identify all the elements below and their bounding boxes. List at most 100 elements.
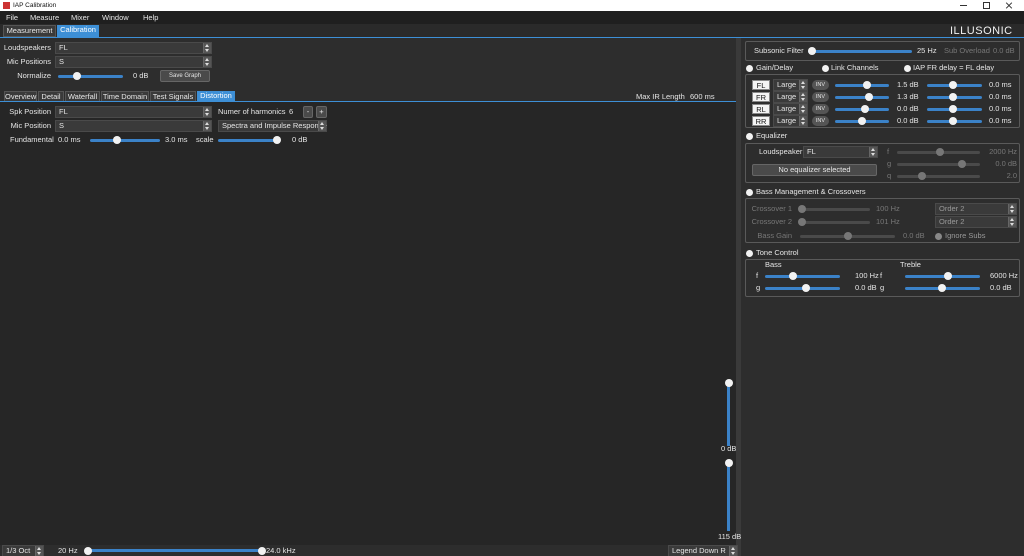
combo-arrow xyxy=(1008,217,1016,227)
combo-arrow xyxy=(203,42,211,53)
radio-button[interactable] xyxy=(746,249,753,257)
value: 25 Hz xyxy=(917,46,937,55)
combo-arrow xyxy=(318,121,326,131)
slider-knob[interactable] xyxy=(918,172,926,180)
slider-knob[interactable] xyxy=(798,218,806,226)
value: 0.0 dB xyxy=(855,283,877,292)
gain-slider[interactable] xyxy=(835,83,889,87)
scale-slider[interactable] xyxy=(218,138,280,142)
mic-position-select[interactable]: S xyxy=(55,56,212,68)
spk-position-select[interactable]: FL xyxy=(55,106,212,118)
mic-position-select[interactable]: S xyxy=(55,120,212,132)
arrow-up xyxy=(871,148,875,151)
radio-button[interactable] xyxy=(746,64,753,72)
slider-knob[interactable] xyxy=(863,81,871,89)
vertical-slider[interactable] xyxy=(727,382,730,446)
slider-knob[interactable] xyxy=(724,459,733,467)
slider-knob[interactable] xyxy=(789,272,797,280)
normalize-slider[interactable] xyxy=(58,74,123,78)
crossover-slider[interactable] xyxy=(800,220,870,224)
slider-knob[interactable] xyxy=(938,284,946,292)
vertical-slider[interactable] xyxy=(727,461,730,531)
invert-button[interactable]: INV xyxy=(812,92,829,102)
eq-slider[interactable] xyxy=(897,174,980,178)
arrow-down xyxy=(801,86,805,89)
slider-knob[interactable] xyxy=(936,148,944,156)
crossover-slider[interactable] xyxy=(800,207,870,211)
radio-button[interactable] xyxy=(904,64,911,72)
slider-knob[interactable] xyxy=(808,47,816,55)
invert-button[interactable]: INV xyxy=(812,116,829,126)
value: 0.0 ms xyxy=(989,80,1012,89)
combo-arrow xyxy=(203,57,211,67)
order-select[interactable]: Order 2 xyxy=(935,203,1017,215)
menu-item[interactable]: Mixer xyxy=(71,12,90,22)
combo-arrow xyxy=(799,104,807,114)
order-select[interactable]: Order 2 xyxy=(935,216,1017,228)
label: Sub Overload xyxy=(944,46,990,55)
radio-button[interactable] xyxy=(746,188,753,196)
slider-knob[interactable] xyxy=(949,117,957,125)
label: IAP FR delay = FL delay xyxy=(913,63,995,72)
menu-item[interactable]: Measure xyxy=(30,12,60,22)
value: 0 dB xyxy=(292,135,308,144)
slider-knob[interactable] xyxy=(84,546,92,555)
arrow-up xyxy=(205,122,209,125)
arrow-up xyxy=(1010,218,1014,221)
arrow-up xyxy=(801,93,805,96)
slider-knob[interactable] xyxy=(958,160,966,168)
tab-active[interactable]: Calibration xyxy=(57,25,99,37)
eq-slider[interactable] xyxy=(897,162,980,166)
tone-slider[interactable] xyxy=(765,274,840,278)
subtab-active[interactable]: Distortion xyxy=(197,91,235,102)
equalizer-button[interactable]: No equalizer selected xyxy=(752,164,877,176)
frequency-range-slider[interactable] xyxy=(86,549,262,552)
slider-knob[interactable] xyxy=(949,81,957,89)
legend-select[interactable]: Legend Down R xyxy=(668,544,738,556)
slider-knob[interactable] xyxy=(73,72,81,80)
tab[interactable]: Measurement xyxy=(3,25,56,37)
slider-knob[interactable] xyxy=(724,379,733,387)
bottom-bar xyxy=(0,545,736,556)
slider-knob[interactable] xyxy=(858,117,866,125)
invert-button[interactable]: INV xyxy=(812,104,829,114)
slider-knob[interactable] xyxy=(802,284,810,292)
slider-knob[interactable] xyxy=(113,136,121,144)
minus-button[interactable]: - xyxy=(303,106,313,118)
fundamental-slider[interactable] xyxy=(90,138,160,142)
menu-item[interactable]: Help xyxy=(143,12,159,22)
arrow-down xyxy=(801,98,805,101)
eq-loudspeaker-select[interactable]: FL xyxy=(803,146,878,158)
label: g xyxy=(756,283,761,292)
slider-knob[interactable] xyxy=(949,105,957,113)
gain-slider[interactable] xyxy=(835,95,889,99)
radio-button[interactable] xyxy=(822,64,829,72)
slider-knob[interactable] xyxy=(273,136,281,144)
view-select[interactable]: Spectra and Impulse Response xyxy=(218,120,327,132)
slider-knob[interactable] xyxy=(844,232,852,240)
slider-knob[interactable] xyxy=(258,546,266,555)
loudspeaker-select[interactable]: FL xyxy=(55,41,212,54)
arrow-down xyxy=(1010,210,1014,213)
slider-knob[interactable] xyxy=(798,205,806,213)
save-graph-button[interactable]: Save Graph xyxy=(160,70,210,82)
label: f xyxy=(756,271,759,280)
radio-button[interactable] xyxy=(746,132,753,140)
subsonic-slider[interactable] xyxy=(808,49,912,53)
minimize-icon[interactable] xyxy=(960,5,967,6)
slider-knob[interactable] xyxy=(944,272,952,280)
tone-slider[interactable] xyxy=(905,274,980,278)
maximize-icon[interactable] xyxy=(983,2,990,9)
radio-button[interactable] xyxy=(935,232,942,240)
slider-knob[interactable] xyxy=(865,93,873,101)
menu-item[interactable]: File xyxy=(6,12,19,22)
value: 0.0 ms xyxy=(989,116,1012,125)
subtab-line xyxy=(0,101,736,102)
invert-button[interactable]: INV xyxy=(812,80,829,90)
slider-knob[interactable] xyxy=(861,105,869,113)
plus-button[interactable]: + xyxy=(316,106,327,118)
section-title: Gain/Delay xyxy=(756,63,794,72)
menu-item[interactable]: Window xyxy=(102,12,129,22)
slider-knob[interactable] xyxy=(949,93,957,101)
section-title: Tone Control xyxy=(756,248,799,257)
